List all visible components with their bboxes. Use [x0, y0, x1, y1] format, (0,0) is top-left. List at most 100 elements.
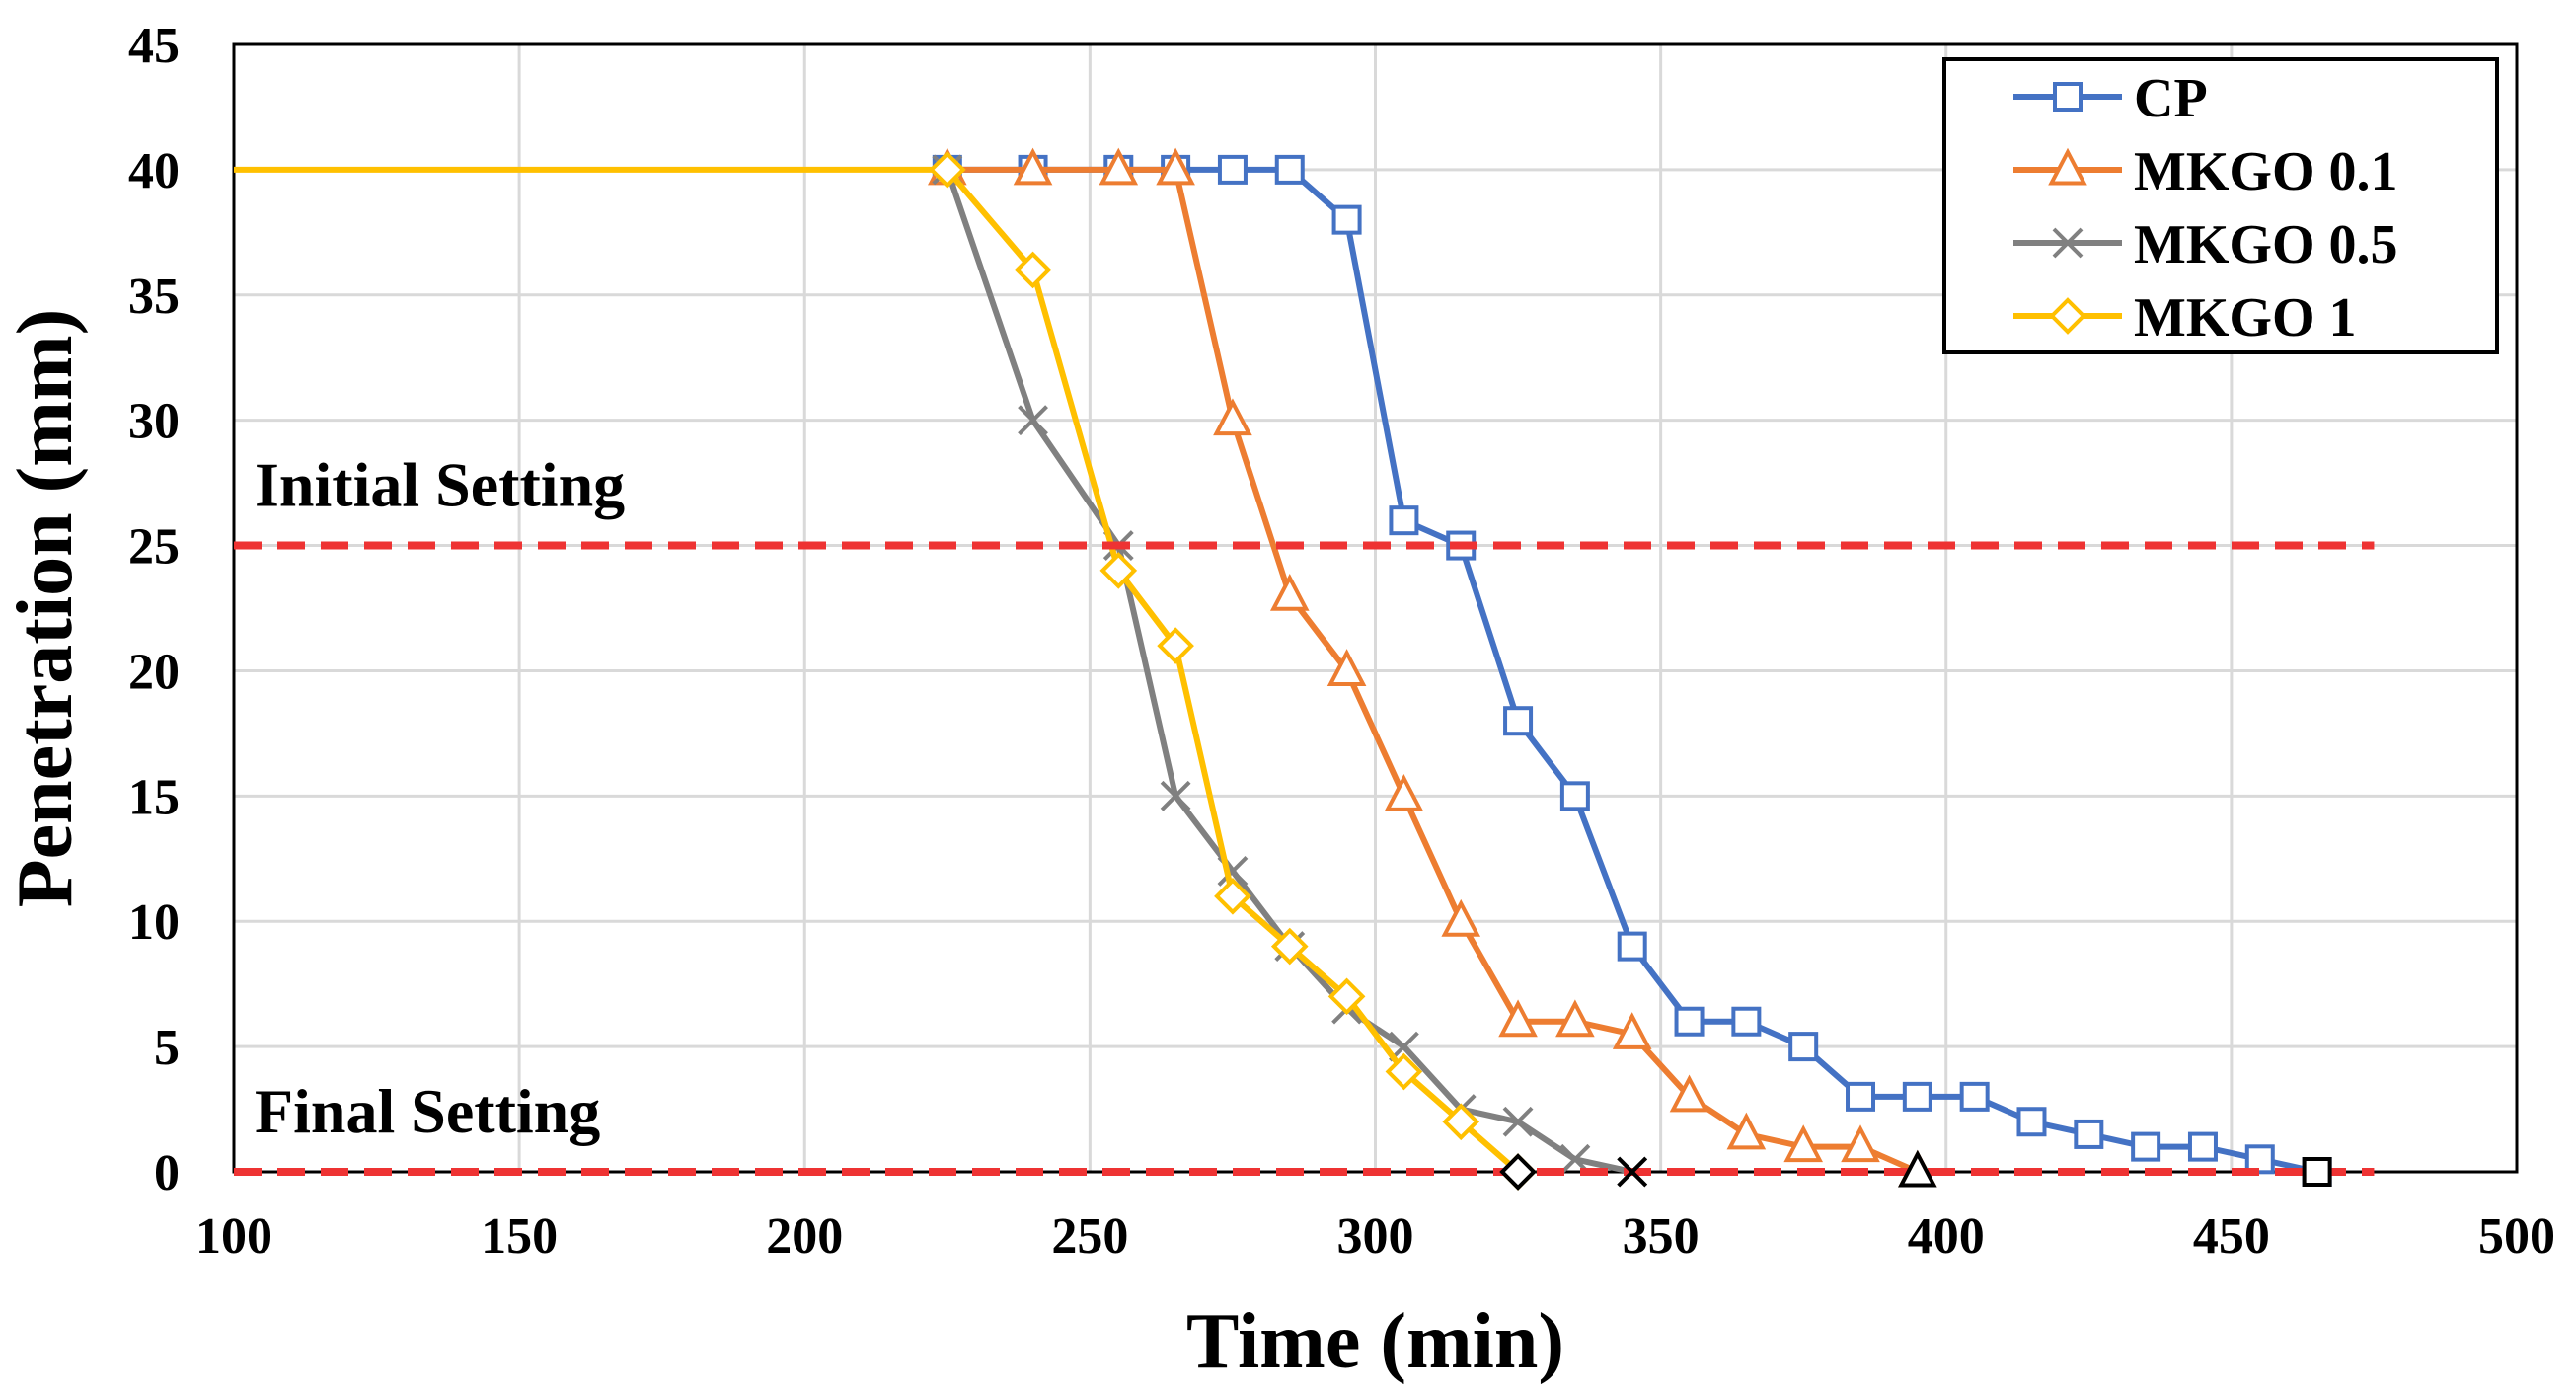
data-point-stroke [1018, 405, 1048, 436]
legend-item: MKGO 0.1 [2013, 141, 2398, 202]
data-point [1013, 147, 1053, 186]
series-mkgo-0-1 [928, 147, 1937, 1188]
data-point [2016, 1107, 2047, 1137]
tick-labels: 100 150 200 250 300 350 400 450 500 0 5 10 15 20 25 30 3… [128, 18, 2555, 1265]
data-point [1099, 552, 1138, 589]
legend: CP MKGO 0.1 MKGO 0.5 MKGO 1 [1942, 57, 2499, 354]
data-point [2244, 1144, 2275, 1175]
y-tick-label: 25 [128, 519, 180, 576]
data-point [1214, 878, 1251, 915]
data-point [1788, 1032, 1819, 1062]
data-point [1902, 1081, 1932, 1112]
data-point [1384, 774, 1424, 811]
reference-lines-overlay [234, 541, 2375, 1191]
data-point [1674, 1006, 1705, 1037]
x-tick-label: 350 [1623, 1208, 1700, 1265]
data-point [1217, 154, 1248, 185]
data-point [1617, 931, 1647, 962]
data-point [1274, 154, 1305, 185]
data-point [2187, 1131, 2218, 1162]
data-point [1014, 251, 1052, 289]
data-point [1841, 1124, 1880, 1163]
x-tick-label: 400 [1908, 1208, 1985, 1265]
x-tick-label: 250 [1051, 1208, 1128, 1265]
data-point [1669, 1074, 1709, 1113]
data-point [1326, 649, 1367, 686]
legend-label: MKGO 0.5 [2134, 214, 2398, 275]
data-point [1385, 1052, 1423, 1091]
y-tick-label: 10 [128, 894, 180, 951]
x-tick-label: 500 [2478, 1208, 2555, 1265]
legend-label: CP [2134, 68, 2208, 129]
x-tick-label: 450 [2193, 1208, 2270, 1265]
data-point [1099, 147, 1139, 186]
data-point-stroke [1617, 1156, 1648, 1188]
data-point-stroke [1502, 1106, 1534, 1137]
legend-box [1942, 57, 2499, 354]
x-tick-label: 150 [481, 1208, 558, 1265]
data-point-stroke [2052, 227, 2084, 259]
data-point-stroke [1559, 1143, 1591, 1175]
data-point-stroke [1160, 780, 1191, 811]
data-point [2048, 147, 2087, 186]
legend-item: MKGO 0.5 [2013, 214, 2398, 275]
data-point [1555, 999, 1595, 1038]
x-tick-label: 300 [1337, 1208, 1414, 1265]
legend-label: MKGO 1 [2134, 287, 2357, 348]
data-point [2131, 1131, 2161, 1162]
x-tick-label: 100 [195, 1208, 272, 1265]
initial-setting-label: Initial Setting [255, 450, 625, 520]
data-point [1156, 147, 1195, 186]
data-point [1502, 1106, 1534, 1137]
data-point [1157, 627, 1194, 664]
data-point [1327, 977, 1366, 1016]
data-point [1499, 1153, 1537, 1191]
x-axis-title: Time (min) [1186, 1298, 1564, 1385]
x-tick-label: 200 [766, 1208, 843, 1265]
data-point [1213, 398, 1252, 436]
data-point [1959, 1081, 1990, 1112]
y-tick-label: 45 [128, 18, 180, 74]
data-point [1441, 898, 1481, 937]
data-point [2302, 1157, 2332, 1187]
data-point [1612, 1012, 1652, 1049]
data-point [1559, 781, 1590, 811]
data-point [1389, 505, 1419, 536]
data-point [2053, 82, 2083, 112]
data-point [1783, 1124, 1823, 1163]
data-point [1617, 1156, 1648, 1188]
data-point [2074, 1119, 2104, 1149]
y-tick-label: 30 [128, 394, 180, 450]
y-tick-label: 0 [154, 1145, 180, 1201]
data-point [1846, 1081, 1876, 1112]
data-point [2052, 227, 2084, 259]
y-axis-title: Penetration (mm) [2, 309, 89, 907]
data-point [2049, 297, 2086, 335]
data-point [1498, 999, 1538, 1038]
data-point [1160, 780, 1191, 811]
data-point [1018, 405, 1048, 436]
y-tick-label: 5 [154, 1020, 180, 1076]
y-tick-label: 40 [128, 143, 180, 199]
data-point [1898, 1149, 1937, 1188]
data-point [1442, 1103, 1480, 1141]
data-point [1331, 204, 1362, 235]
data-point [1731, 1006, 1762, 1037]
legend-item: CP [2013, 68, 2208, 129]
y-tick-label: 20 [128, 644, 180, 700]
data-point-stroke [1217, 856, 1249, 887]
final-setting-label: Final Setting [255, 1076, 600, 1146]
legend-item: MKGO 1 [2013, 287, 2357, 348]
data-point [1726, 1112, 1767, 1150]
data-point [1269, 574, 1310, 611]
legend-label: MKGO 0.1 [2134, 141, 2398, 202]
data-point [1503, 706, 1534, 736]
reference-lines: Initial Setting Final Setting [255, 450, 625, 1146]
data-point [1270, 927, 1309, 966]
y-tick-label: 35 [128, 269, 180, 325]
y-tick-label: 15 [128, 769, 180, 825]
series-layer [234, 147, 2375, 1191]
data-point [928, 151, 966, 189]
